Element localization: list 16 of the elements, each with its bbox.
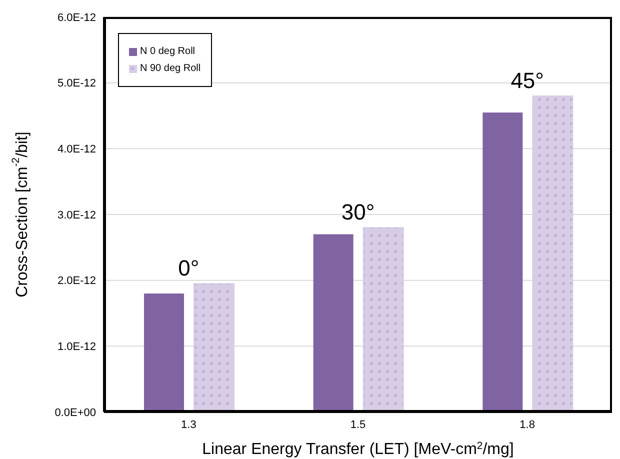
- y-tick-label: 5.0E-12: [57, 78, 96, 90]
- y-tick-label: 1.0E-12: [57, 341, 96, 354]
- x-tick-label: 1.3: [181, 418, 196, 431]
- annotation: 30°: [341, 200, 375, 225]
- legend-label: N 90 deg Roll: [140, 63, 201, 74]
- annotation: 0°: [178, 256, 200, 281]
- y-tick-label: 4.0E-12: [57, 144, 96, 156]
- annotation: 45°: [510, 68, 544, 93]
- x-tick-label: 1.5: [350, 418, 366, 431]
- y-tick-label: 0.0E+00: [54, 406, 96, 419]
- y-tick-label: 6.0E-12: [57, 12, 96, 24]
- y-tick-label: 3.0E-12: [57, 209, 96, 222]
- legend-label: N 0 deg Roll: [140, 46, 196, 57]
- x-tick-label: 1.8: [520, 418, 535, 431]
- x-axis-title: Linear Energy Transfer (LET) [MeV-cm$^{2}$/mg]: [202, 440, 514, 458]
- y-tick-label: 2.0E-12: [57, 275, 96, 288]
